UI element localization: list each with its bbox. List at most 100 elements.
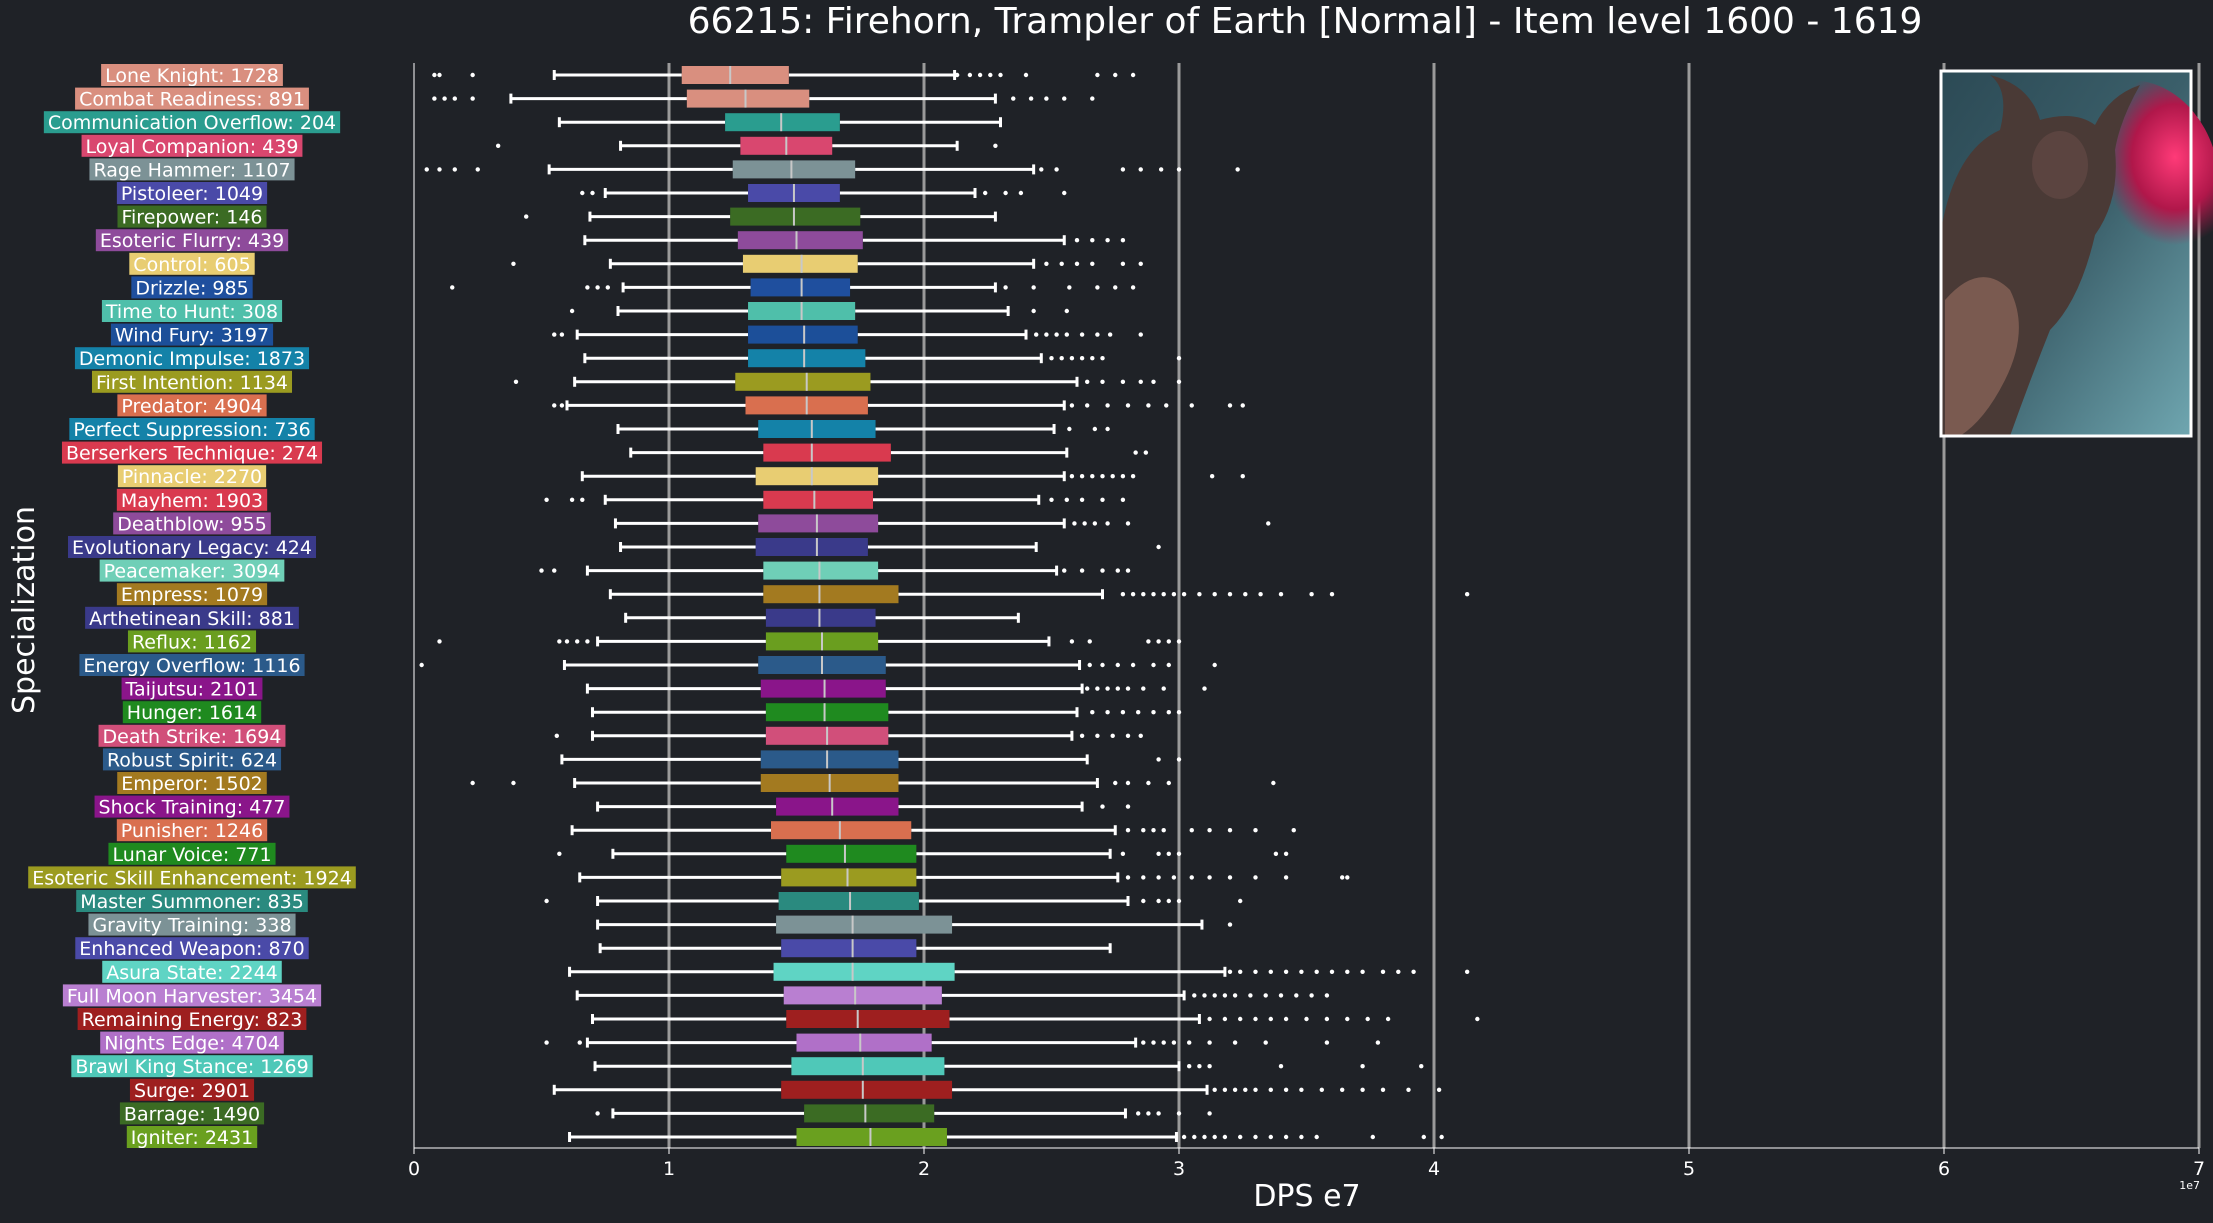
box-group [419,656,1217,674]
outlier-point [1171,875,1177,880]
outlier-point [1120,851,1126,856]
outlier-point [1087,662,1092,668]
outlier-point [1100,568,1105,573]
outlier-point [1125,568,1131,573]
outlier-point [1299,969,1304,974]
outlier-point [437,167,442,172]
box-group [616,420,1110,438]
outlier-point [1130,592,1136,597]
outlier-point [1360,1064,1365,1069]
outlier-point [1120,379,1126,384]
outlier-point [450,285,455,290]
outlier-point [1095,285,1100,290]
box-group [557,844,1289,863]
outlier-point [554,733,559,738]
category-label: Barrage: 1490 [119,1102,265,1125]
outlier-point [977,72,983,78]
outlier-point [470,780,475,786]
outlier-point [1087,639,1092,644]
category-label: Lone Knight: 1728 [101,64,283,87]
outlier-point [1110,733,1115,738]
outlier-point [1069,356,1075,361]
outlier-point [569,497,575,502]
outlier-point [1141,875,1146,880]
outlier-point [1095,686,1100,691]
outlier-point [1113,285,1118,290]
category-label-background [101,64,283,86]
category-label: Nights Edge: 4704 [100,1031,284,1055]
outlier-point [1176,379,1182,384]
category-label-text: Igniter: 2431 [131,1127,253,1149]
box-group [596,797,1131,816]
box-group [598,939,1112,958]
outlier-point [524,214,529,219]
box [748,349,866,368]
category-label-text: Combat Readiness: 891 [79,89,305,111]
box-group [552,1080,1442,1099]
x-tick-label: 5 [1683,1158,1695,1180]
category-label: Firepower: 146 [117,205,267,229]
outlier-point [1309,993,1314,998]
outlier-point [1090,96,1095,101]
category-label: Taijutsu: 2101 [121,677,263,701]
category-label: Energy Overflow: 1116 [79,654,305,677]
outlier-point [475,167,480,172]
outlier-point [585,285,590,290]
category-label: Enhanced Weapon: 870 [75,937,309,960]
category-label-background [81,134,303,157]
box-group [613,514,1271,533]
outlier-point [557,851,562,856]
category-label-background [62,984,322,1007]
outlier-point [1120,238,1126,243]
outlier-point [1419,1064,1424,1069]
category-label: Mayhem: 1903 [116,488,268,512]
outlier-point [1324,1016,1330,1022]
outlier-point [1156,639,1161,644]
x-tick-label: 0 [408,1158,420,1180]
category-label-background [127,630,257,653]
category-label-text: Communication Overflow: 204 [48,112,336,134]
outlier-point [1125,780,1131,786]
box-group [432,89,1095,108]
category-label: Drizzle: 985 [131,276,253,299]
category-label: Punisher: 1246 [116,819,268,842]
outlier-point [1436,1087,1442,1093]
category-label: Rage Hammer: 1107 [89,158,295,181]
outlier-point [1138,733,1143,738]
outlier-point [1095,72,1100,78]
outlier-point [1189,403,1194,408]
outlier-point [1187,1040,1192,1045]
outlier-point [1329,592,1335,597]
outlier-point [1227,403,1233,408]
outlier-point [1064,332,1070,337]
box-group [570,821,1296,840]
outlier-point [1069,474,1075,479]
outlier-point [1222,993,1228,998]
category-label-background [113,512,271,535]
box [758,514,879,533]
outlier-point [437,72,442,78]
box [758,420,876,438]
outlier-point [1345,969,1350,974]
outlier-point [1151,592,1156,597]
category-label-background [116,182,268,204]
outlier-point [1235,167,1240,172]
category-label: Gravity Training: 338 [88,913,296,937]
outlier-point [1202,993,1207,998]
category-label-text: First Intention: 1134 [96,372,288,394]
outlier-point [1227,922,1233,927]
outlier-point [1090,356,1095,361]
outlier-point [1125,403,1131,408]
box [796,1033,932,1052]
box [776,797,899,816]
outlier-point [1158,167,1164,172]
outlier-point [1278,993,1284,998]
outlier-point [1176,851,1182,856]
box [781,868,917,887]
outlier-point [569,308,575,314]
category-label-text: Predator: 4904 [121,395,262,417]
category-label-text: Loyal Companion: 439 [86,136,299,158]
outlier-point [1238,1134,1243,1140]
outlier-point [1049,497,1054,502]
